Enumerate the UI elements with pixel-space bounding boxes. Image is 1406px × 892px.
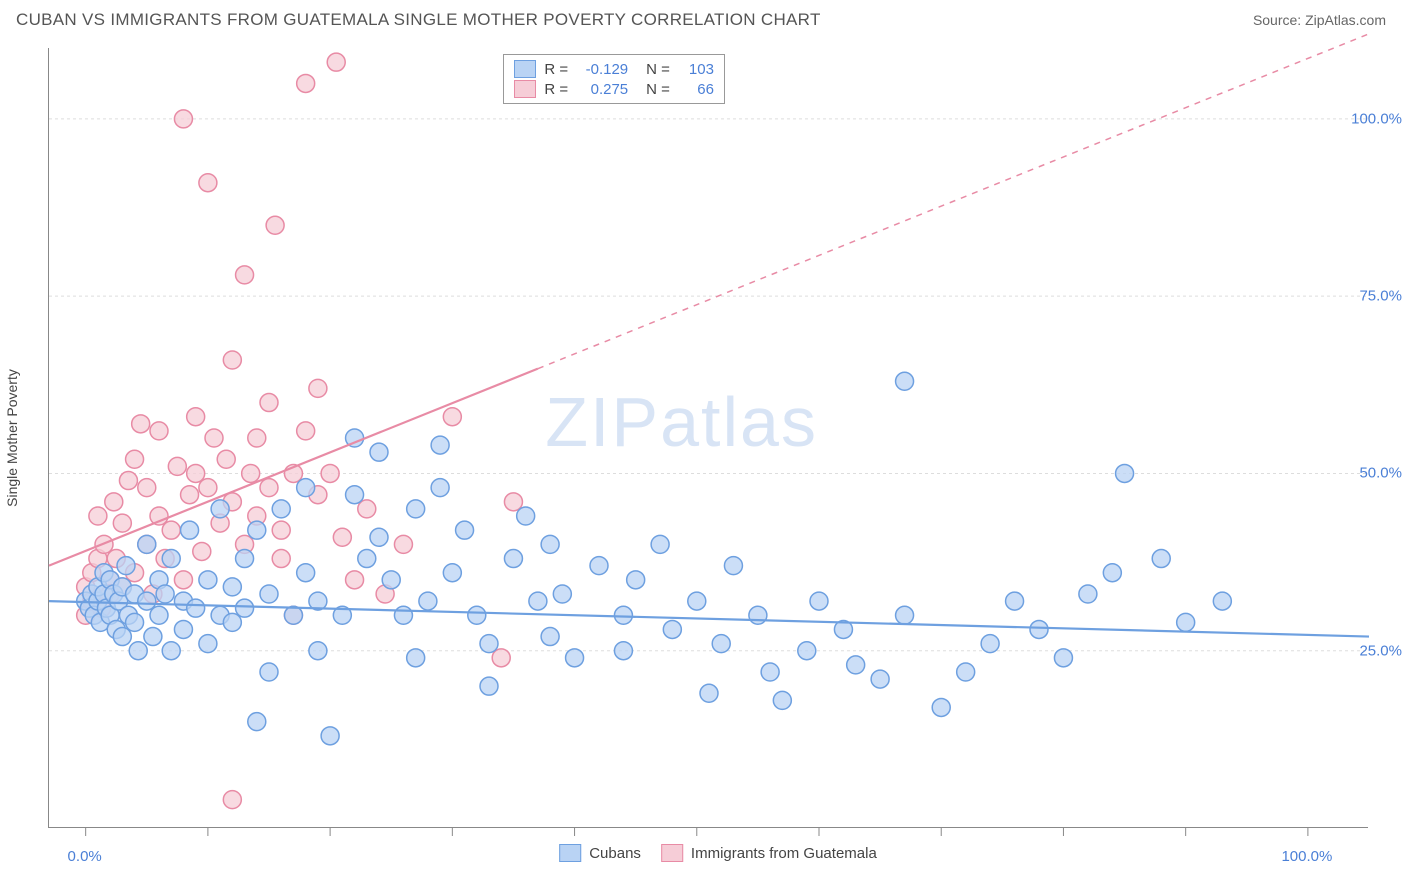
correlation-legend: R =-0.129N =103R =0.275N =66 [503, 54, 725, 104]
source-label: Source: ZipAtlas.com [1253, 12, 1386, 28]
x-tick-label: 0.0% [68, 848, 102, 865]
y-axis-label: Single Mother Poverty [4, 369, 20, 507]
y-tick-label: 25.0% [1359, 642, 1402, 659]
legend-item: Cubans [559, 844, 641, 862]
chart-area: Single Mother Poverty ZIPatlas R =-0.129… [48, 48, 1388, 828]
y-tick-label: 50.0% [1359, 465, 1402, 482]
y-tick-label: 75.0% [1359, 288, 1402, 305]
legend-row: R =-0.129N =103 [514, 59, 714, 79]
x-tick-label: 100.0% [1281, 848, 1332, 865]
legend-item: Immigrants from Guatemala [661, 844, 877, 862]
scatter-plot [48, 48, 1368, 828]
legend-row: R =0.275N =66 [514, 79, 714, 99]
series-legend: Cubans Immigrants from Guatemala [559, 844, 877, 862]
chart-title: CUBAN VS IMMIGRANTS FROM GUATEMALA SINGL… [16, 10, 821, 30]
y-tick-label: 100.0% [1351, 110, 1402, 127]
